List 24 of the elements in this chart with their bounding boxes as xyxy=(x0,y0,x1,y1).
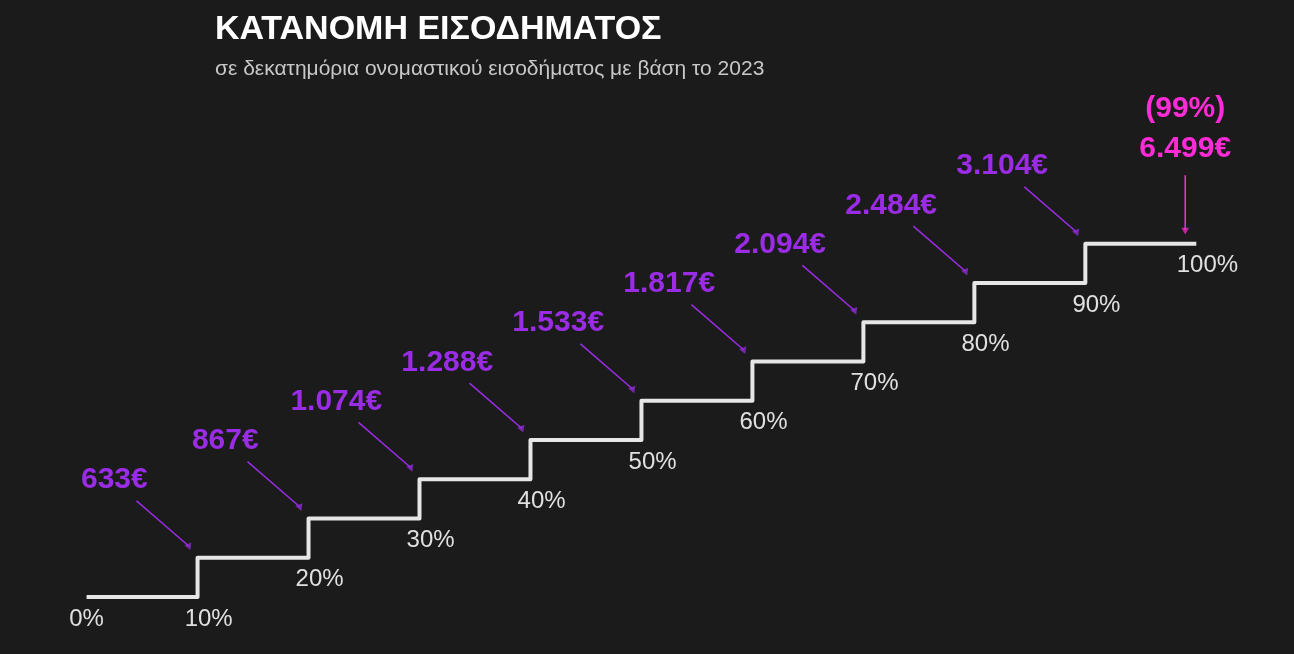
data-label: 2.094€ xyxy=(734,225,827,259)
data-label: 1.074€ xyxy=(290,382,383,416)
category-label: 20% xyxy=(295,564,344,592)
text: ΚΑΤΑΝΟΜΗ ΕΙΣΟΔΗΜΑΤΟΣ xyxy=(215,8,662,46)
category-label: 100% xyxy=(1176,250,1239,278)
data-label: 6.499€ xyxy=(1139,129,1232,163)
data-label: 1.817€ xyxy=(623,265,716,299)
category-label: 0% xyxy=(69,603,104,631)
category-label: 80% xyxy=(961,328,1010,356)
text: (99%) xyxy=(1145,90,1226,124)
data-label: 2.484€ xyxy=(845,186,938,220)
data-label: 867€ xyxy=(191,422,259,456)
category-label: 40% xyxy=(517,485,566,513)
data-label: 1.288€ xyxy=(401,343,494,377)
data-label: 1.533€ xyxy=(512,304,605,338)
text: σε δεκατημόρια ονομαστικού εισοδήματος με βάση το 2023 xyxy=(215,56,765,79)
data-label: 3.104€ xyxy=(956,147,1049,181)
category-label: 50% xyxy=(628,446,677,474)
category-label: 30% xyxy=(406,525,455,553)
category-label: 60% xyxy=(739,407,788,435)
category-label: 90% xyxy=(1072,289,1121,317)
category-label: 10% xyxy=(184,603,233,631)
category-label: 70% xyxy=(850,368,899,396)
data-label: 633€ xyxy=(80,461,149,495)
